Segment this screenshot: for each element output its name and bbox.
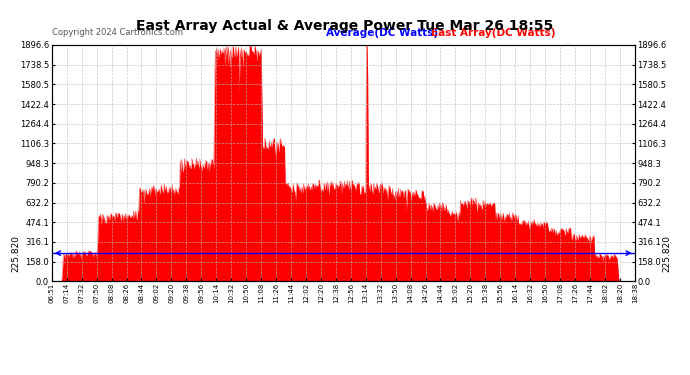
Text: East Array(DC Watts): East Array(DC Watts) <box>431 28 555 39</box>
Text: East Array Actual & Average Power Tue Mar 26 18:55: East Array Actual & Average Power Tue Ma… <box>137 19 553 33</box>
Text: Copyright 2024 Cartronics.com: Copyright 2024 Cartronics.com <box>52 28 183 38</box>
Text: 225.820: 225.820 <box>662 235 671 272</box>
Text: 225.820: 225.820 <box>11 235 20 272</box>
Text: Average(DC Watts): Average(DC Watts) <box>326 28 438 39</box>
